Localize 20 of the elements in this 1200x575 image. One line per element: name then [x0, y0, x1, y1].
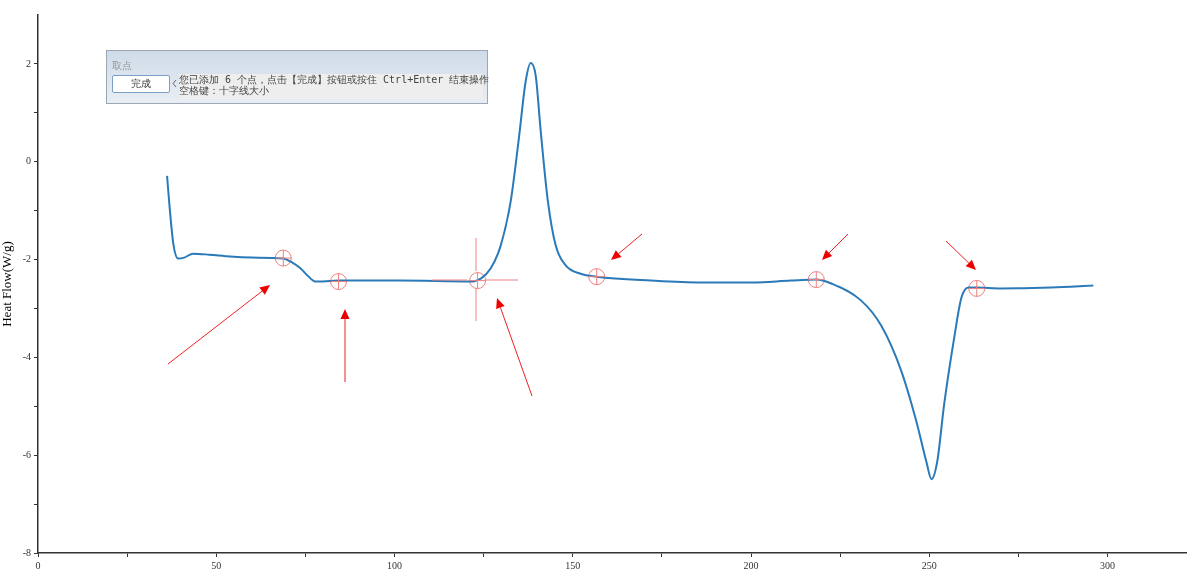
- point-picker-dialog: 取点 完成 您已添加 6 个点，点击【完成】按钮或按住 Ctrl+Enter 结束操作 空格键：十字线大小: [106, 50, 488, 104]
- x-tick-label: 250: [921, 559, 937, 571]
- annotation: 取点: [112, 59, 132, 73]
- x-tick-label: 100: [387, 559, 403, 571]
- y-tick-label: -6: [22, 448, 31, 460]
- line-series: [166, 61, 1095, 481]
- y-tick-label: -2: [22, 253, 31, 265]
- x-tick-label: 50: [211, 559, 222, 571]
- annotation: 您已添加 6 个点，点击【完成】按钮或按住 Ctrl+Enter 结束操作: [179, 74, 490, 85]
- x-tick-label: 200: [743, 559, 759, 571]
- done-button: 完成: [112, 75, 170, 93]
- x-tick-label: 300: [1100, 559, 1116, 571]
- x-tick-label: 0: [35, 559, 41, 571]
- annotation: 空格键：十字线大小: [179, 85, 269, 96]
- y-tick-label: -4: [22, 350, 31, 362]
- y-tick-label: 0: [26, 155, 31, 167]
- y-axis-title: Heat Flow(W/g): [0, 241, 15, 327]
- y-tick-label: 2: [26, 57, 31, 69]
- x-tick-label: 150: [565, 559, 581, 571]
- y-tick-label: -8: [22, 546, 31, 558]
